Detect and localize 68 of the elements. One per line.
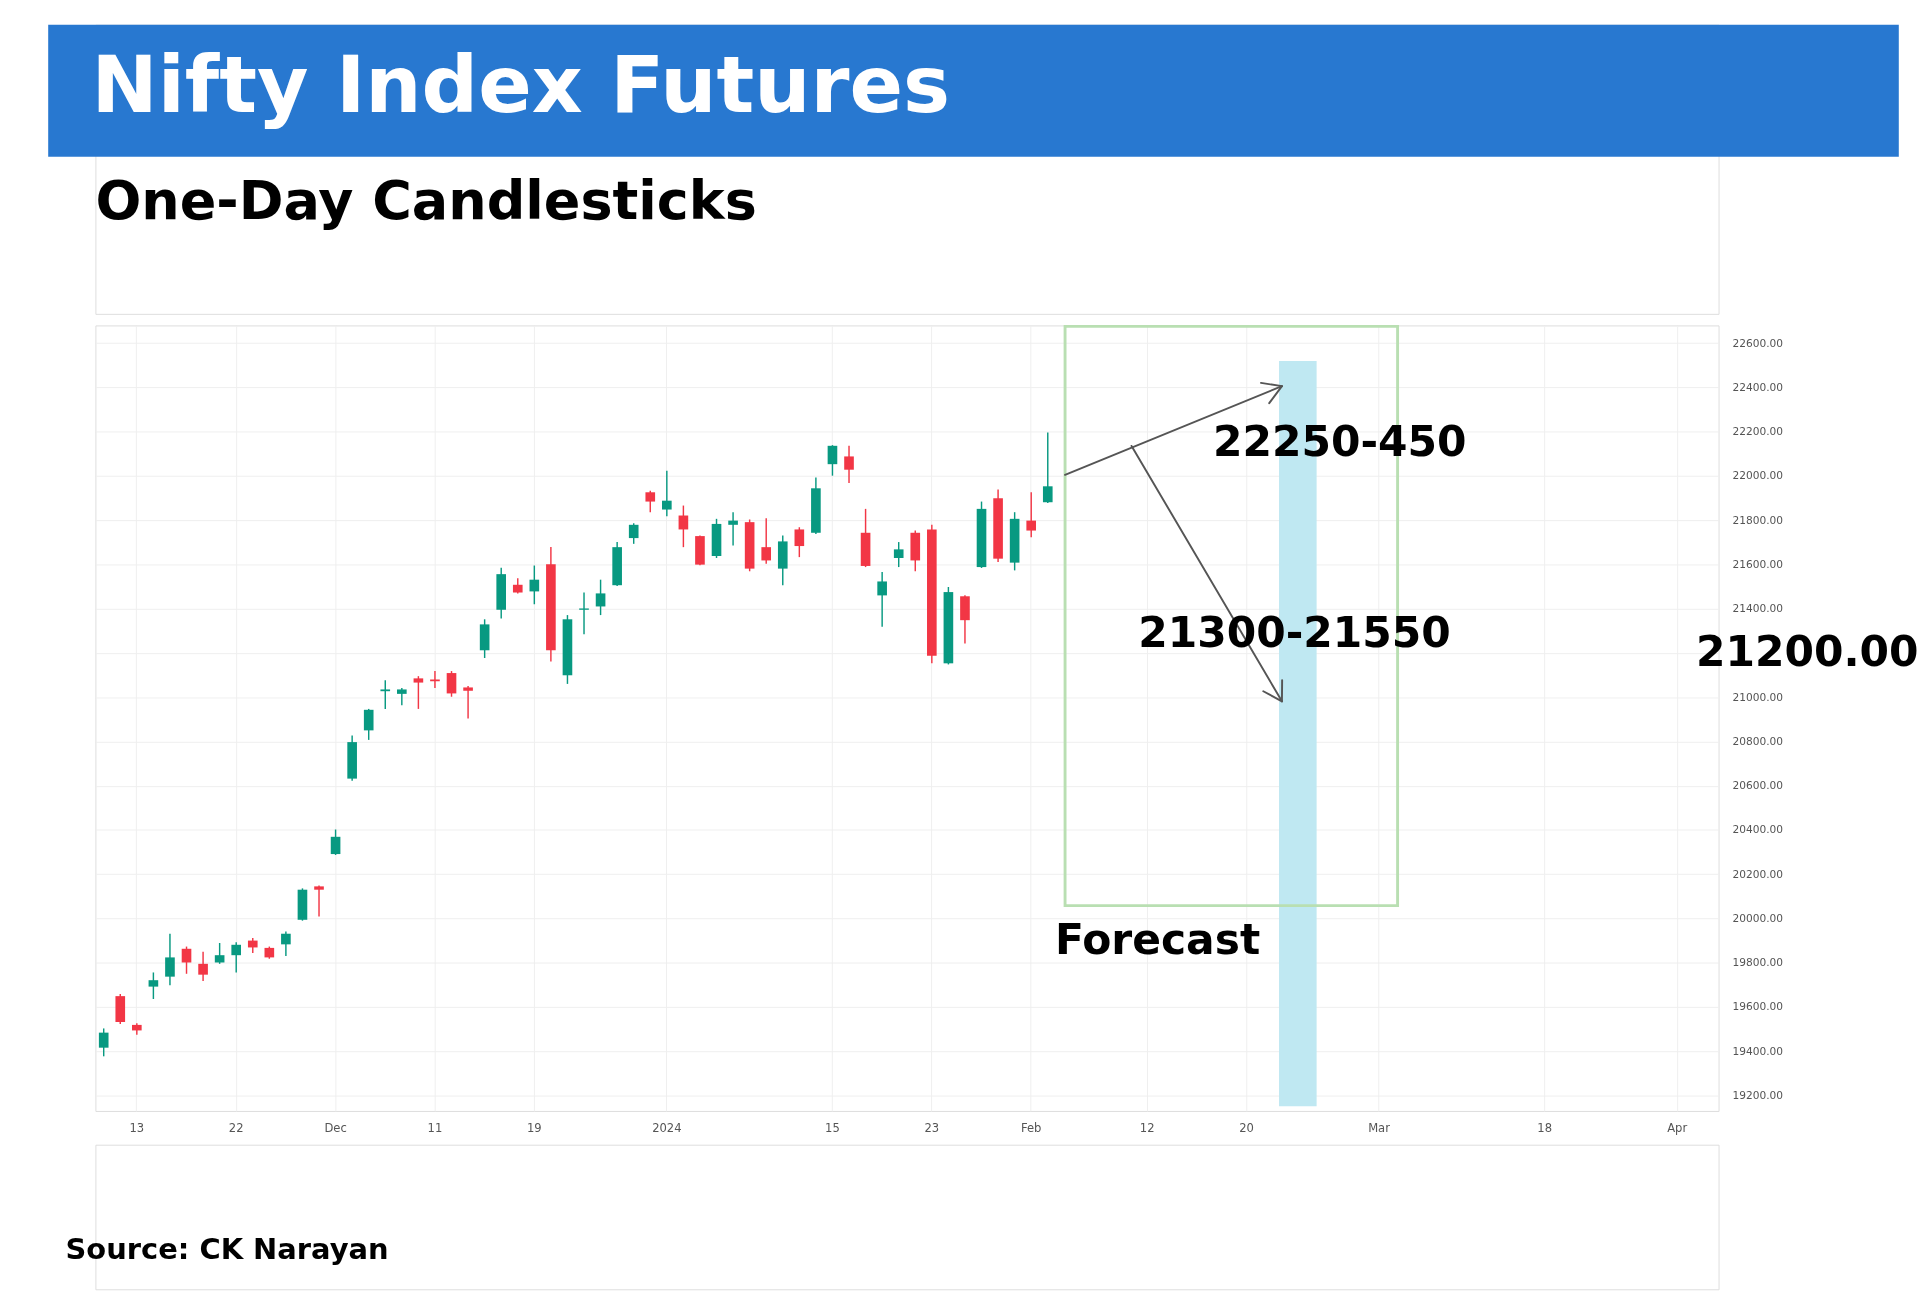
y-tick-label: 20400.00 (1732, 823, 1784, 836)
candlestick (363, 708, 374, 741)
annotation: 21200.00 (1695, 626, 1919, 676)
x-tick-label: 20 (1239, 1120, 1254, 1135)
y-tick-label: 19400.00 (1732, 1044, 1784, 1057)
y-tick-label: 21600.00 (1732, 557, 1784, 570)
candlestick (579, 591, 589, 636)
x-tick-label: 2024 (652, 1120, 682, 1135)
candlestick (281, 930, 291, 957)
y-tick-label: 21800.00 (1732, 513, 1784, 526)
annotation: Forecast (1054, 914, 1261, 964)
y-tick-label: 20000.00 (1732, 911, 1784, 924)
candlestick (960, 594, 970, 645)
candlestick (231, 941, 242, 974)
y-tick-label: 22000.00 (1732, 469, 1784, 482)
candlestick (397, 687, 407, 707)
candlestick (827, 444, 838, 477)
y-tick-label: 22400.00 (1732, 380, 1784, 393)
candlestick (214, 942, 225, 965)
x-tick-label: 18 (1537, 1120, 1552, 1135)
x-tick-label: 11 (427, 1120, 443, 1135)
chart-subtitle: One-Day Candlesticks (95, 169, 757, 233)
candlestick (595, 578, 606, 616)
y-tick-label: 20600.00 (1732, 779, 1784, 792)
y-tick-label: 20200.00 (1732, 867, 1784, 880)
x-tick-label: 15 (825, 1120, 840, 1135)
y-tick-label: 22600.00 (1732, 336, 1784, 349)
y-tick-label: 19200.00 (1732, 1088, 1784, 1101)
candlestick (628, 522, 639, 545)
candlestick (662, 470, 672, 517)
x-tick-label: 12 (1139, 1120, 1155, 1135)
candlestick (1026, 491, 1037, 538)
candlestick (893, 541, 904, 568)
source-note: Source: CK Narayan (65, 1232, 389, 1267)
annotation: 22250-450 (1212, 416, 1467, 466)
candlestick (198, 950, 208, 982)
candlestick (844, 445, 854, 484)
candlestick (430, 670, 440, 689)
y-tick-label: 21400.00 (1732, 602, 1784, 615)
x-tick-label: Dec (324, 1120, 347, 1135)
candlestick (463, 685, 473, 720)
x-tick-label: 23 (924, 1120, 940, 1135)
x-tick-label: Mar (1368, 1120, 1391, 1135)
candlestick (761, 517, 772, 565)
candlestick (645, 490, 656, 513)
candlestick (98, 1027, 109, 1058)
y-tick-label: 22200.00 (1732, 425, 1784, 438)
x-tick-label: Apr (1667, 1120, 1688, 1135)
y-tick-label: 19800.00 (1732, 956, 1784, 969)
x-tick-label: 19 (526, 1120, 542, 1135)
candlestick (330, 828, 341, 856)
candlestick (380, 679, 391, 710)
y-tick-label: 20800.00 (1732, 734, 1784, 747)
candlestick (728, 511, 738, 547)
y-tick-label: 19600.00 (1732, 1000, 1784, 1013)
x-tick-label: 22 (228, 1120, 244, 1135)
candlestick (446, 670, 457, 698)
candlestick (148, 971, 159, 1000)
candlestick (1042, 431, 1053, 504)
x-tick-label: 13 (129, 1120, 145, 1135)
chart-title: Nifty Index Futures (91, 39, 951, 132)
candlestick (413, 675, 424, 710)
y-tick-label: 21000.00 (1732, 690, 1784, 703)
x-tick-label: Feb (1020, 1120, 1042, 1135)
candlestick (794, 526, 805, 558)
candlestick (165, 933, 175, 987)
candlestick (314, 884, 324, 918)
candlestick (877, 571, 887, 628)
